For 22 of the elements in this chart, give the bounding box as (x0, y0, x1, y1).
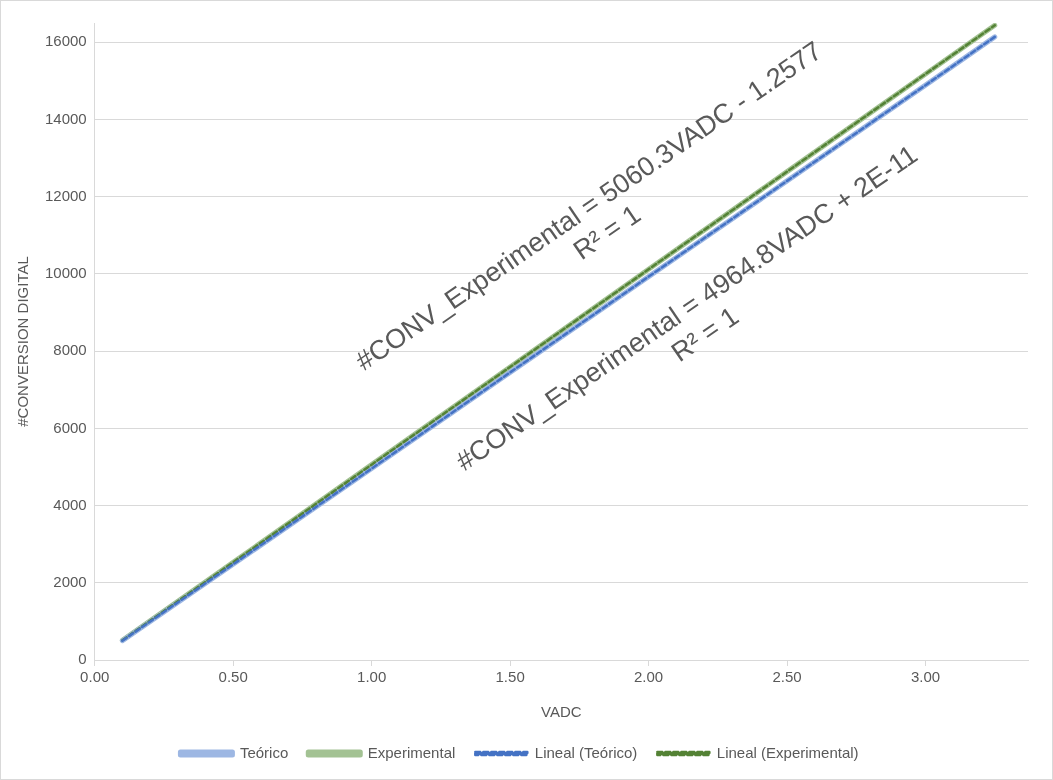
x-tick-label: 1.00 (357, 668, 387, 686)
legend-label: Teórico (239, 743, 289, 761)
x-tick-label: 0.50 (218, 668, 248, 686)
x-tick-label: 2.00 (633, 668, 664, 686)
legend-label: Lineal (Experimental) (716, 743, 859, 761)
x-axis-title: VADC (541, 703, 582, 721)
y-tick-label: 10000 (44, 264, 87, 282)
y-tick-label: 0 (78, 650, 87, 668)
legend-label: Lineal (Teórico) (534, 743, 638, 761)
y-axis-title: #CONVERSION DIGITAL (14, 256, 32, 427)
y-tick-label: 6000 (53, 418, 87, 436)
y-tick-label: 16000 (44, 32, 87, 50)
y-tick-label: 12000 (44, 186, 87, 204)
x-tick-label: 3.00 (910, 668, 941, 686)
x-tick-label: 2.50 (772, 668, 802, 686)
legend-label: Experimental (367, 743, 456, 761)
y-tick-label: 8000 (53, 341, 87, 359)
y-tick-label: 4000 (53, 495, 87, 513)
x-tick-label: 0.00 (80, 668, 110, 686)
y-tick-label: 14000 (44, 109, 87, 127)
y-tick-label: 2000 (53, 572, 87, 590)
x-tick-label: 1.50 (495, 668, 525, 686)
